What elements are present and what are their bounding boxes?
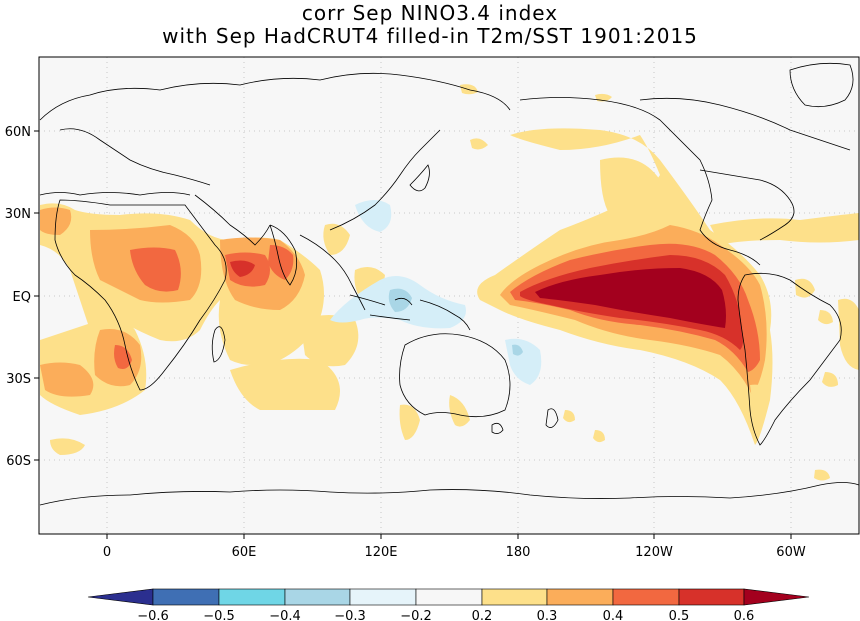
map-title-line2: with Sep HadCRUT4 filled-in T2m/SST 1901… (162, 24, 698, 48)
lat-label-30s: 30S (6, 372, 31, 387)
coastlines (39, 62, 860, 506)
colorbar-label: 0.4 (603, 609, 624, 621)
colorbar-label: 0.6 (734, 609, 755, 621)
lon-label-60e: 60E (232, 545, 257, 560)
colorbar-segment (349, 588, 417, 606)
colorbar-label: 0.2 (472, 609, 493, 621)
colorbar-label: −0.2 (400, 609, 432, 621)
lon-label-120w: 120W (635, 545, 673, 560)
lat-label-60s: 60S (6, 454, 31, 469)
axis-ticks (34, 130, 792, 539)
lat-label-eq: EQ (13, 290, 31, 305)
colorbar-label: −0.3 (334, 609, 366, 621)
colorbar-segment (546, 588, 614, 606)
map-title-line1: corr Sep NINO3.4 index (301, 1, 559, 25)
lon-label-120e: 120E (364, 545, 397, 560)
colorbar-label: −0.6 (137, 609, 169, 621)
colorbar-segment (678, 588, 745, 606)
map-gridlines (39, 57, 859, 534)
lon-label-0: 0 (103, 545, 111, 560)
colorbar-segment (284, 588, 351, 606)
positive-correlation-field (40, 84, 859, 481)
negative-correlation-field (330, 200, 542, 385)
colorbar-label: 0.5 (669, 609, 690, 621)
colorbar-segment (612, 588, 680, 606)
colorbar-segment (415, 588, 483, 606)
longitude-labels: 0 60E 120E 180 120W 60W (103, 545, 806, 560)
lon-label-180: 180 (506, 545, 531, 560)
lon-label-60w: 60W (776, 545, 806, 560)
colorbar-segment (152, 588, 220, 606)
lat-label-30n: 30N (5, 207, 31, 222)
colorbar-segment (218, 588, 286, 606)
colorbar-high-arrow (743, 588, 810, 606)
colorbar-segment (481, 588, 548, 606)
colorbar: −0.6 −0.5 −0.4 −0.3 −0.2 0.2 0.3 0.4 0.5… (87, 588, 810, 621)
latitude-labels: 60N 30N EQ 30S 60S (5, 125, 31, 469)
lat-label-60n: 60N (5, 125, 31, 140)
colorbar-label: −0.5 (203, 609, 235, 621)
colorbar-label: 0.3 (537, 609, 558, 621)
colorbar-low-arrow (87, 588, 154, 606)
colorbar-label: −0.4 (269, 609, 301, 621)
